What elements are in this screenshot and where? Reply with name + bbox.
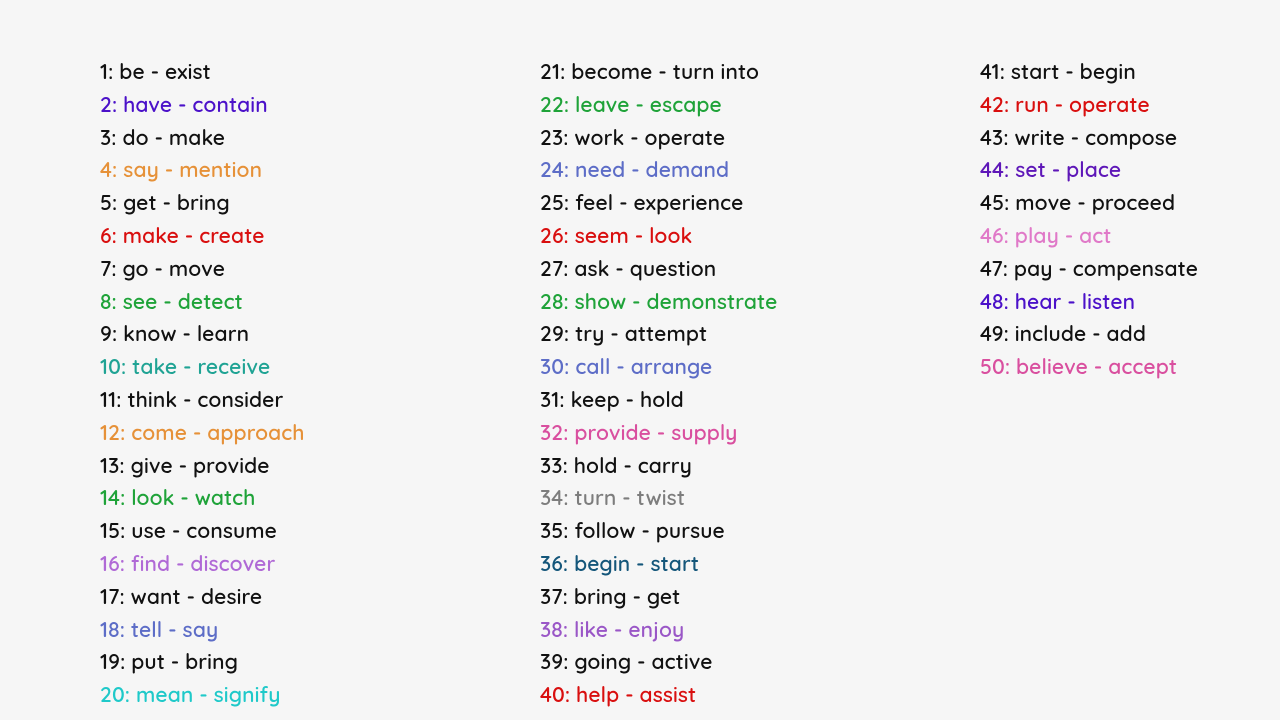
- column-2: 21: become - turn into22: leave - escape…: [540, 56, 980, 712]
- list-item: 50: believe - accept: [980, 351, 1280, 384]
- list-item: 15: use - consume: [100, 515, 540, 548]
- list-item: 1: be - exist: [100, 56, 540, 89]
- list-item: 25: feel - experience: [540, 187, 980, 220]
- list-item: 32: provide - supply: [540, 417, 980, 450]
- list-item: 26: seem - look: [540, 220, 980, 253]
- list-item: 37: bring - get: [540, 581, 980, 614]
- list-item: 13: give - provide: [100, 450, 540, 483]
- list-item: 41: start - begin: [980, 56, 1280, 89]
- list-item: 6: make - create: [100, 220, 540, 253]
- list-item: 28: show - demonstrate: [540, 286, 980, 319]
- list-item: 34: turn - twist: [540, 482, 980, 515]
- list-item: 43: write - compose: [980, 122, 1280, 155]
- list-item: 38: like - enjoy: [540, 614, 980, 647]
- list-item: 40: help - assist: [540, 679, 980, 712]
- list-item: 11: think - consider: [100, 384, 540, 417]
- list-item: 4: say - mention: [100, 154, 540, 187]
- list-item: 31: keep - hold: [540, 384, 980, 417]
- list-item: 3: do - make: [100, 122, 540, 155]
- list-item: 9: know - learn: [100, 318, 540, 351]
- list-item: 5: get - bring: [100, 187, 540, 220]
- column-3: 41: start - begin42: run - operate43: wr…: [980, 56, 1280, 712]
- list-item: 8: see - detect: [100, 286, 540, 319]
- list-item: 30: call - arrange: [540, 351, 980, 384]
- list-item: 33: hold - carry: [540, 450, 980, 483]
- list-item: 29: try - attempt: [540, 318, 980, 351]
- list-item: 42: run - operate: [980, 89, 1280, 122]
- list-item: 49: include - add: [980, 318, 1280, 351]
- list-item: 24: need - demand: [540, 154, 980, 187]
- list-item: 47: pay - compensate: [980, 253, 1280, 286]
- list-item: 16: find - discover: [100, 548, 540, 581]
- list-item: 36: begin - start: [540, 548, 980, 581]
- list-item: 27: ask - question: [540, 253, 980, 286]
- column-1: 1: be - exist2: have - contain3: do - ma…: [100, 56, 540, 712]
- list-item: 10: take - receive: [100, 351, 540, 384]
- list-item: 2: have - contain: [100, 89, 540, 122]
- list-item: 7: go - move: [100, 253, 540, 286]
- list-item: 14: look - watch: [100, 482, 540, 515]
- list-item: 19: put - bring: [100, 646, 540, 679]
- list-item: 17: want - desire: [100, 581, 540, 614]
- list-item: 46: play - act: [980, 220, 1280, 253]
- list-item: 21: become - turn into: [540, 56, 980, 89]
- list-item: 18: tell - say: [100, 614, 540, 647]
- list-item: 12: come - approach: [100, 417, 540, 450]
- list-item: 20: mean - signify: [100, 679, 540, 712]
- list-item: 45: move - proceed: [980, 187, 1280, 220]
- list-item: 35: follow - pursue: [540, 515, 980, 548]
- word-list-container: 1: be - exist2: have - contain3: do - ma…: [0, 0, 1280, 712]
- list-item: 22: leave - escape: [540, 89, 980, 122]
- list-item: 39: going - active: [540, 646, 980, 679]
- list-item: 48: hear - listen: [980, 286, 1280, 319]
- list-item: 23: work - operate: [540, 122, 980, 155]
- list-item: 44: set - place: [980, 154, 1280, 187]
